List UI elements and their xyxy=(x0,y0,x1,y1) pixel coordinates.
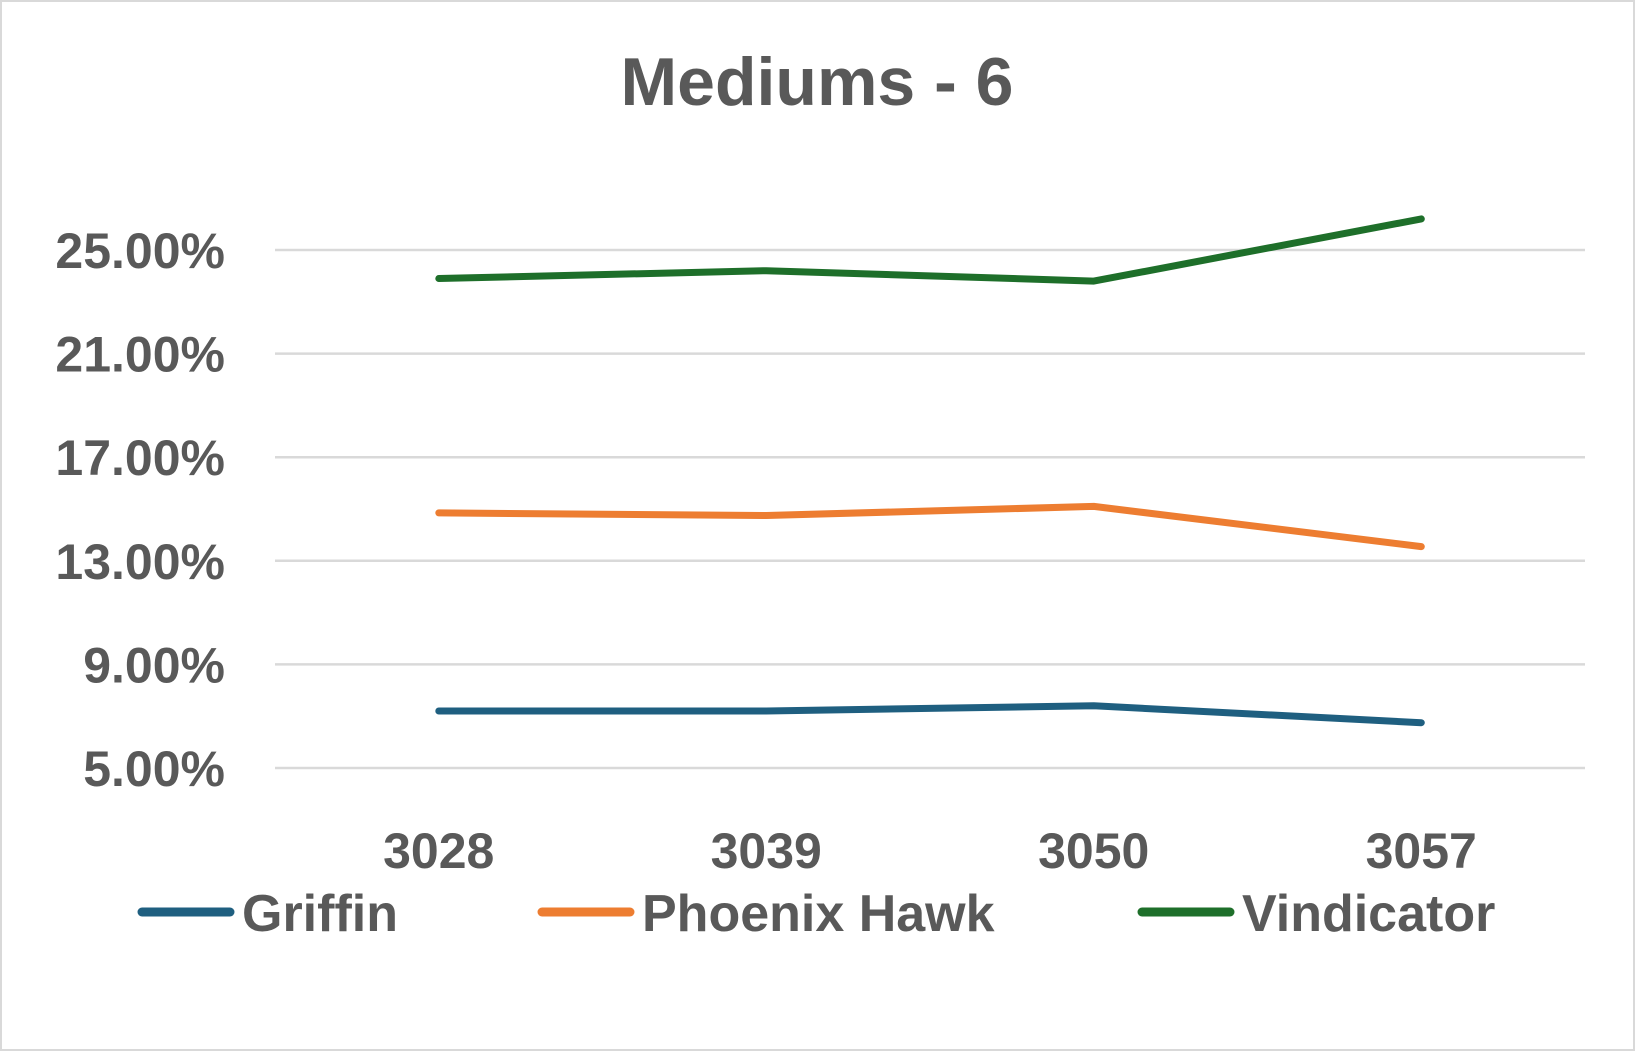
y-tick-label: 5.00% xyxy=(83,741,225,797)
x-tick-label: 3039 xyxy=(711,823,822,879)
y-tick-label: 21.00% xyxy=(55,327,225,383)
y-tick-label: 9.00% xyxy=(83,637,225,693)
x-tick-label: 3057 xyxy=(1366,823,1477,879)
series-line-vindicator xyxy=(435,215,1425,285)
y-tick-label: 25.00% xyxy=(55,223,225,279)
legend: Griffin Phoenix Hawk Vindicator xyxy=(137,885,1495,943)
series-line-phoenix-hawk xyxy=(435,502,1425,551)
legend-label: Griffin xyxy=(242,885,398,943)
series-lines xyxy=(435,215,1425,727)
gridlines xyxy=(275,248,1585,770)
x-tick-label: 3028 xyxy=(383,823,494,879)
series-line-griffin xyxy=(435,702,1425,727)
y-tick-label: 17.00% xyxy=(55,430,225,486)
legend-label: Vindicator xyxy=(1242,885,1495,943)
y-tick-label: 13.00% xyxy=(55,534,225,590)
y-axis-tick-labels: 5.00% 9.00% 13.00% 17.00% 21.00% 25.00% xyxy=(55,223,225,797)
x-axis-tick-labels: 3028 3039 3050 3057 xyxy=(383,823,1477,879)
chart-title: Mediums - 6 xyxy=(621,44,1014,120)
legend-label: Phoenix Hawk xyxy=(642,885,995,943)
x-tick-label: 3050 xyxy=(1038,823,1149,879)
